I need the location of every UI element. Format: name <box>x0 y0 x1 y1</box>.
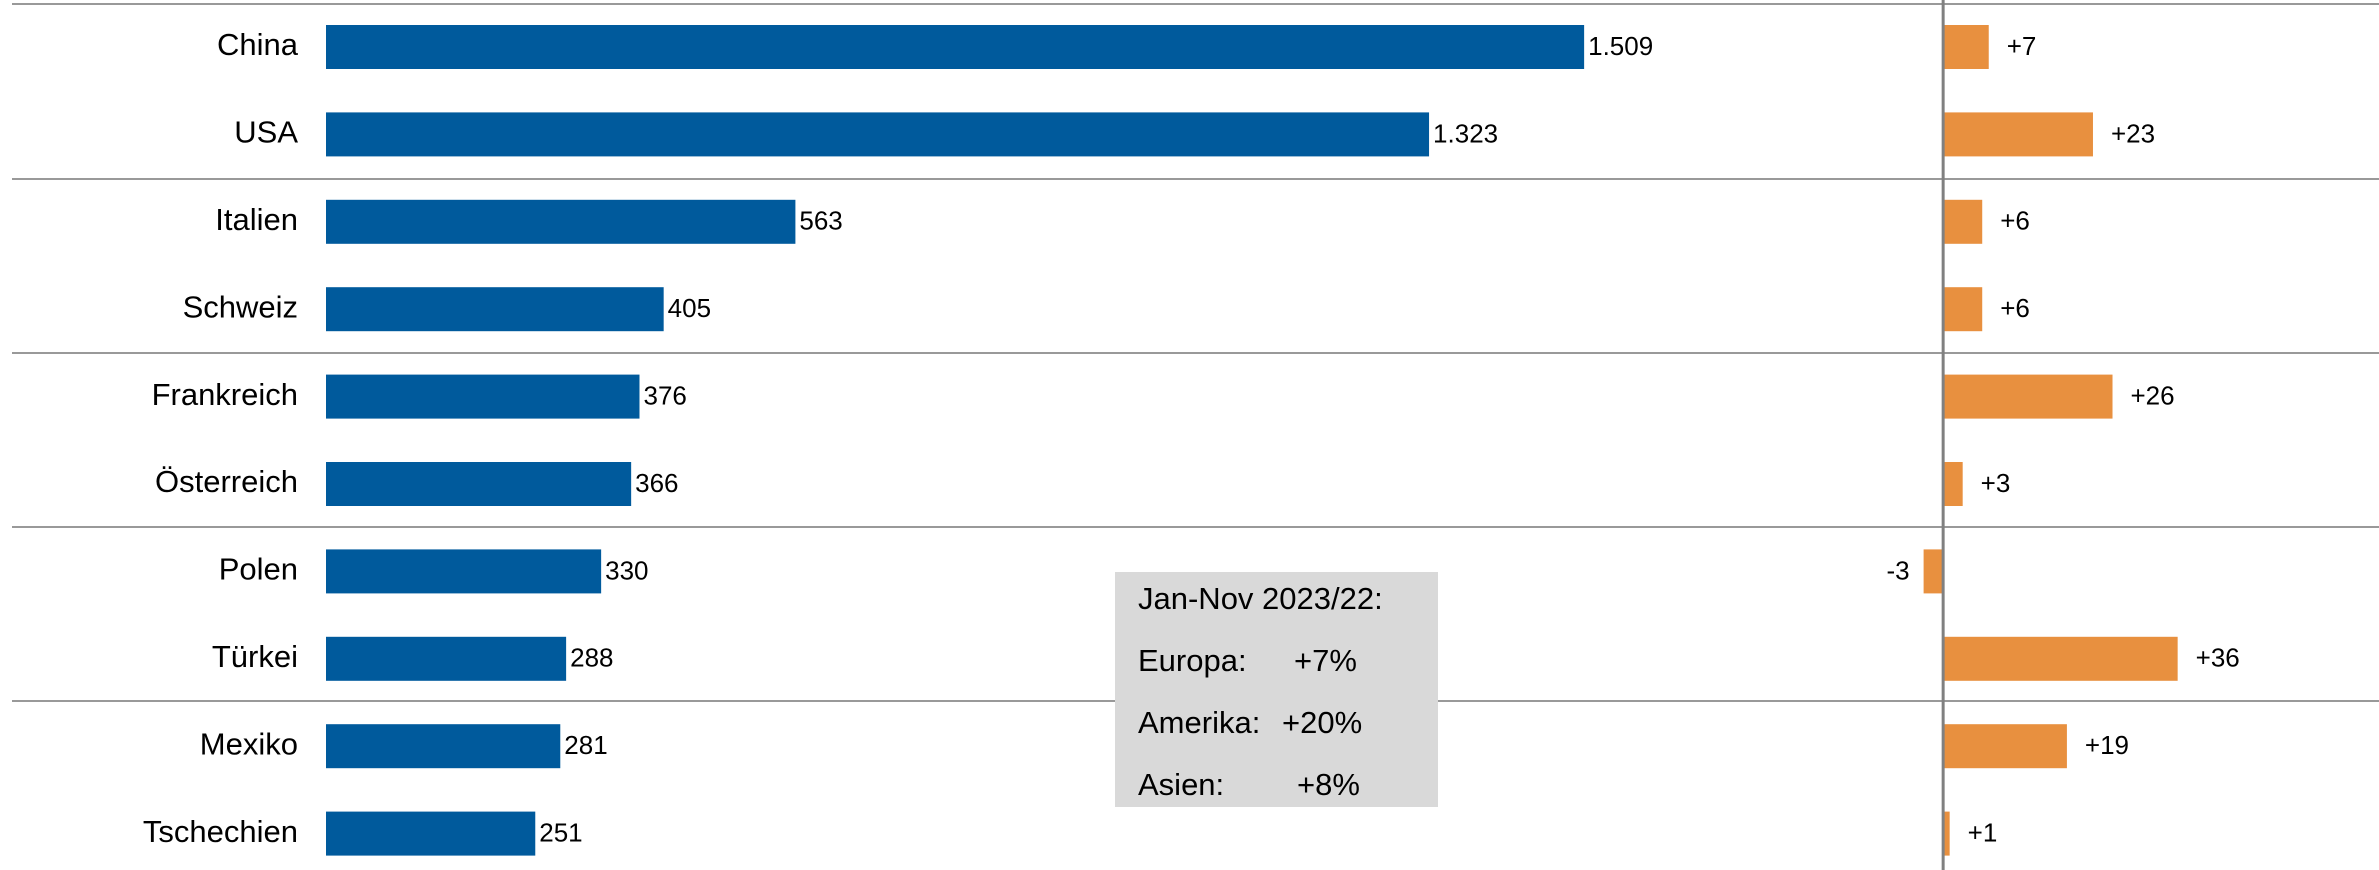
category-label: Schweiz <box>183 289 298 324</box>
category-label: China <box>217 27 299 62</box>
info-title: Jan-Nov 2023/22: <box>1138 581 1383 616</box>
bar <box>1943 462 1963 506</box>
info-label: Amerika: <box>1138 705 1260 740</box>
bar <box>326 199 796 244</box>
category-label: Frankreich <box>152 377 298 412</box>
bar <box>1943 112 2093 157</box>
bar <box>1943 199 1983 244</box>
bar <box>1943 374 2113 419</box>
value-label: 281 <box>564 730 607 760</box>
value-label: -3 <box>1886 555 1909 585</box>
category-label: Mexiko <box>200 726 298 761</box>
value-label: 251 <box>539 817 582 847</box>
value-label: +1 <box>1968 817 1998 847</box>
bar <box>326 636 567 681</box>
value-label: 563 <box>799 206 842 236</box>
bar <box>326 374 640 419</box>
bar <box>1943 724 2067 769</box>
info-box <box>1115 572 1438 807</box>
info-value: +8% <box>1297 767 1360 802</box>
bar <box>326 462 632 506</box>
info-label: Asien: <box>1138 767 1224 802</box>
value-label: +6 <box>2000 293 2030 323</box>
bar <box>326 811 536 856</box>
value-label: +3 <box>1981 468 2011 498</box>
value-label: 366 <box>635 468 678 498</box>
value-label: +36 <box>2196 643 2240 673</box>
value-label: +23 <box>2111 118 2155 148</box>
value-label: 330 <box>605 555 648 585</box>
value-label: +6 <box>2000 206 2030 236</box>
bar <box>1943 25 1989 69</box>
bar <box>1943 811 1950 856</box>
category-label: Türkei <box>212 639 298 674</box>
bar <box>326 549 602 594</box>
value-label: +26 <box>2131 380 2175 410</box>
bar <box>1943 636 2178 681</box>
value-label: 405 <box>668 293 711 323</box>
bar <box>326 287 664 332</box>
value-label: 288 <box>570 643 613 673</box>
info-label: Europa: <box>1138 643 1247 678</box>
category-label: Italien <box>215 202 298 237</box>
value-label: +19 <box>2085 730 2129 760</box>
bar <box>326 724 561 769</box>
category-label: Polen <box>219 552 298 587</box>
bar <box>326 112 1430 157</box>
bar <box>326 25 1585 69</box>
value-label: 376 <box>643 380 686 410</box>
category-label: Tschechien <box>143 814 298 849</box>
info-value: +20% <box>1282 705 1362 740</box>
info-value: +7% <box>1294 643 1357 678</box>
value-label: 1.509 <box>1588 31 1653 61</box>
bar <box>1923 549 1944 594</box>
value-label: +7 <box>2007 31 2037 61</box>
value-label: 1.323 <box>1433 118 1498 148</box>
category-label: USA <box>234 115 298 150</box>
category-label: Österreich <box>155 464 298 499</box>
bar <box>1943 287 1983 332</box>
